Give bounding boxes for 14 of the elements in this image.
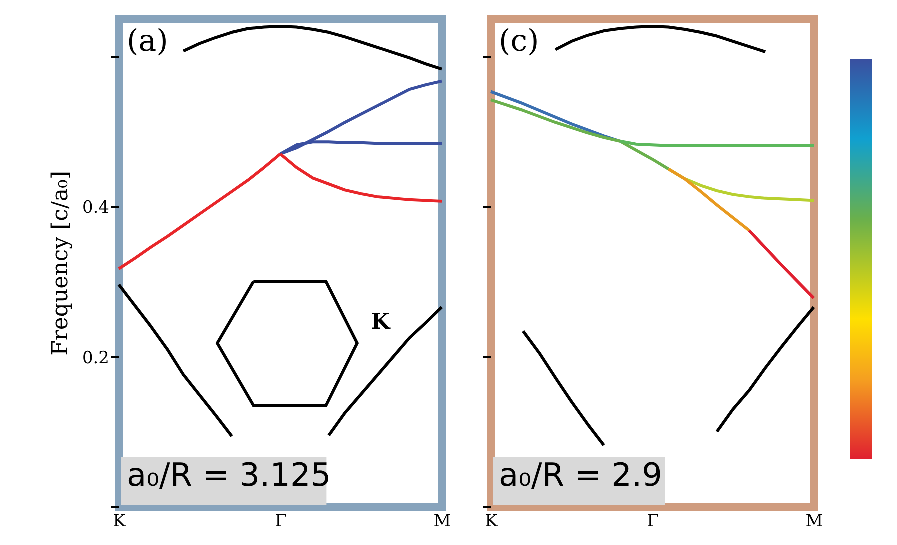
x-tick-label: Γ: [647, 512, 660, 532]
x-tick-label: K: [113, 512, 126, 532]
annotation: (a): [127, 24, 168, 59]
x-tick-label: M: [434, 512, 452, 532]
annotation: a₀/R = 2.9: [499, 456, 662, 494]
y-tick-label: 0.4: [82, 198, 110, 218]
y-tick-label: 0.2: [82, 348, 110, 368]
x-tick-label: K: [485, 512, 498, 532]
x-tick-label: M: [806, 512, 824, 532]
y-axis-title: Frequency [c/a₀]: [48, 171, 74, 356]
annotation: K: [370, 308, 391, 335]
annotation: a₀/R = 3.125: [127, 456, 332, 494]
x-tick-label: Γ: [275, 512, 288, 532]
annotation: (c): [499, 24, 540, 59]
